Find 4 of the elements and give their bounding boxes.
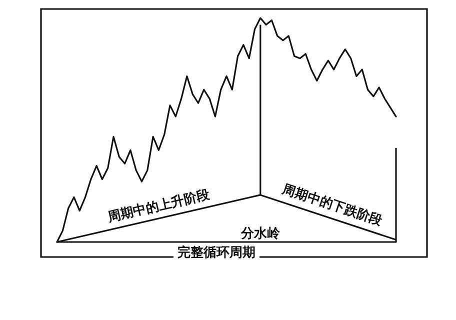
annotation: 周期中的下跌阶段 — [280, 182, 385, 230]
annotation: 分水岭 — [240, 226, 281, 242]
annotation: 周期中的上升阶段 — [105, 186, 212, 226]
text: 完整循环周期 — [178, 244, 256, 260]
